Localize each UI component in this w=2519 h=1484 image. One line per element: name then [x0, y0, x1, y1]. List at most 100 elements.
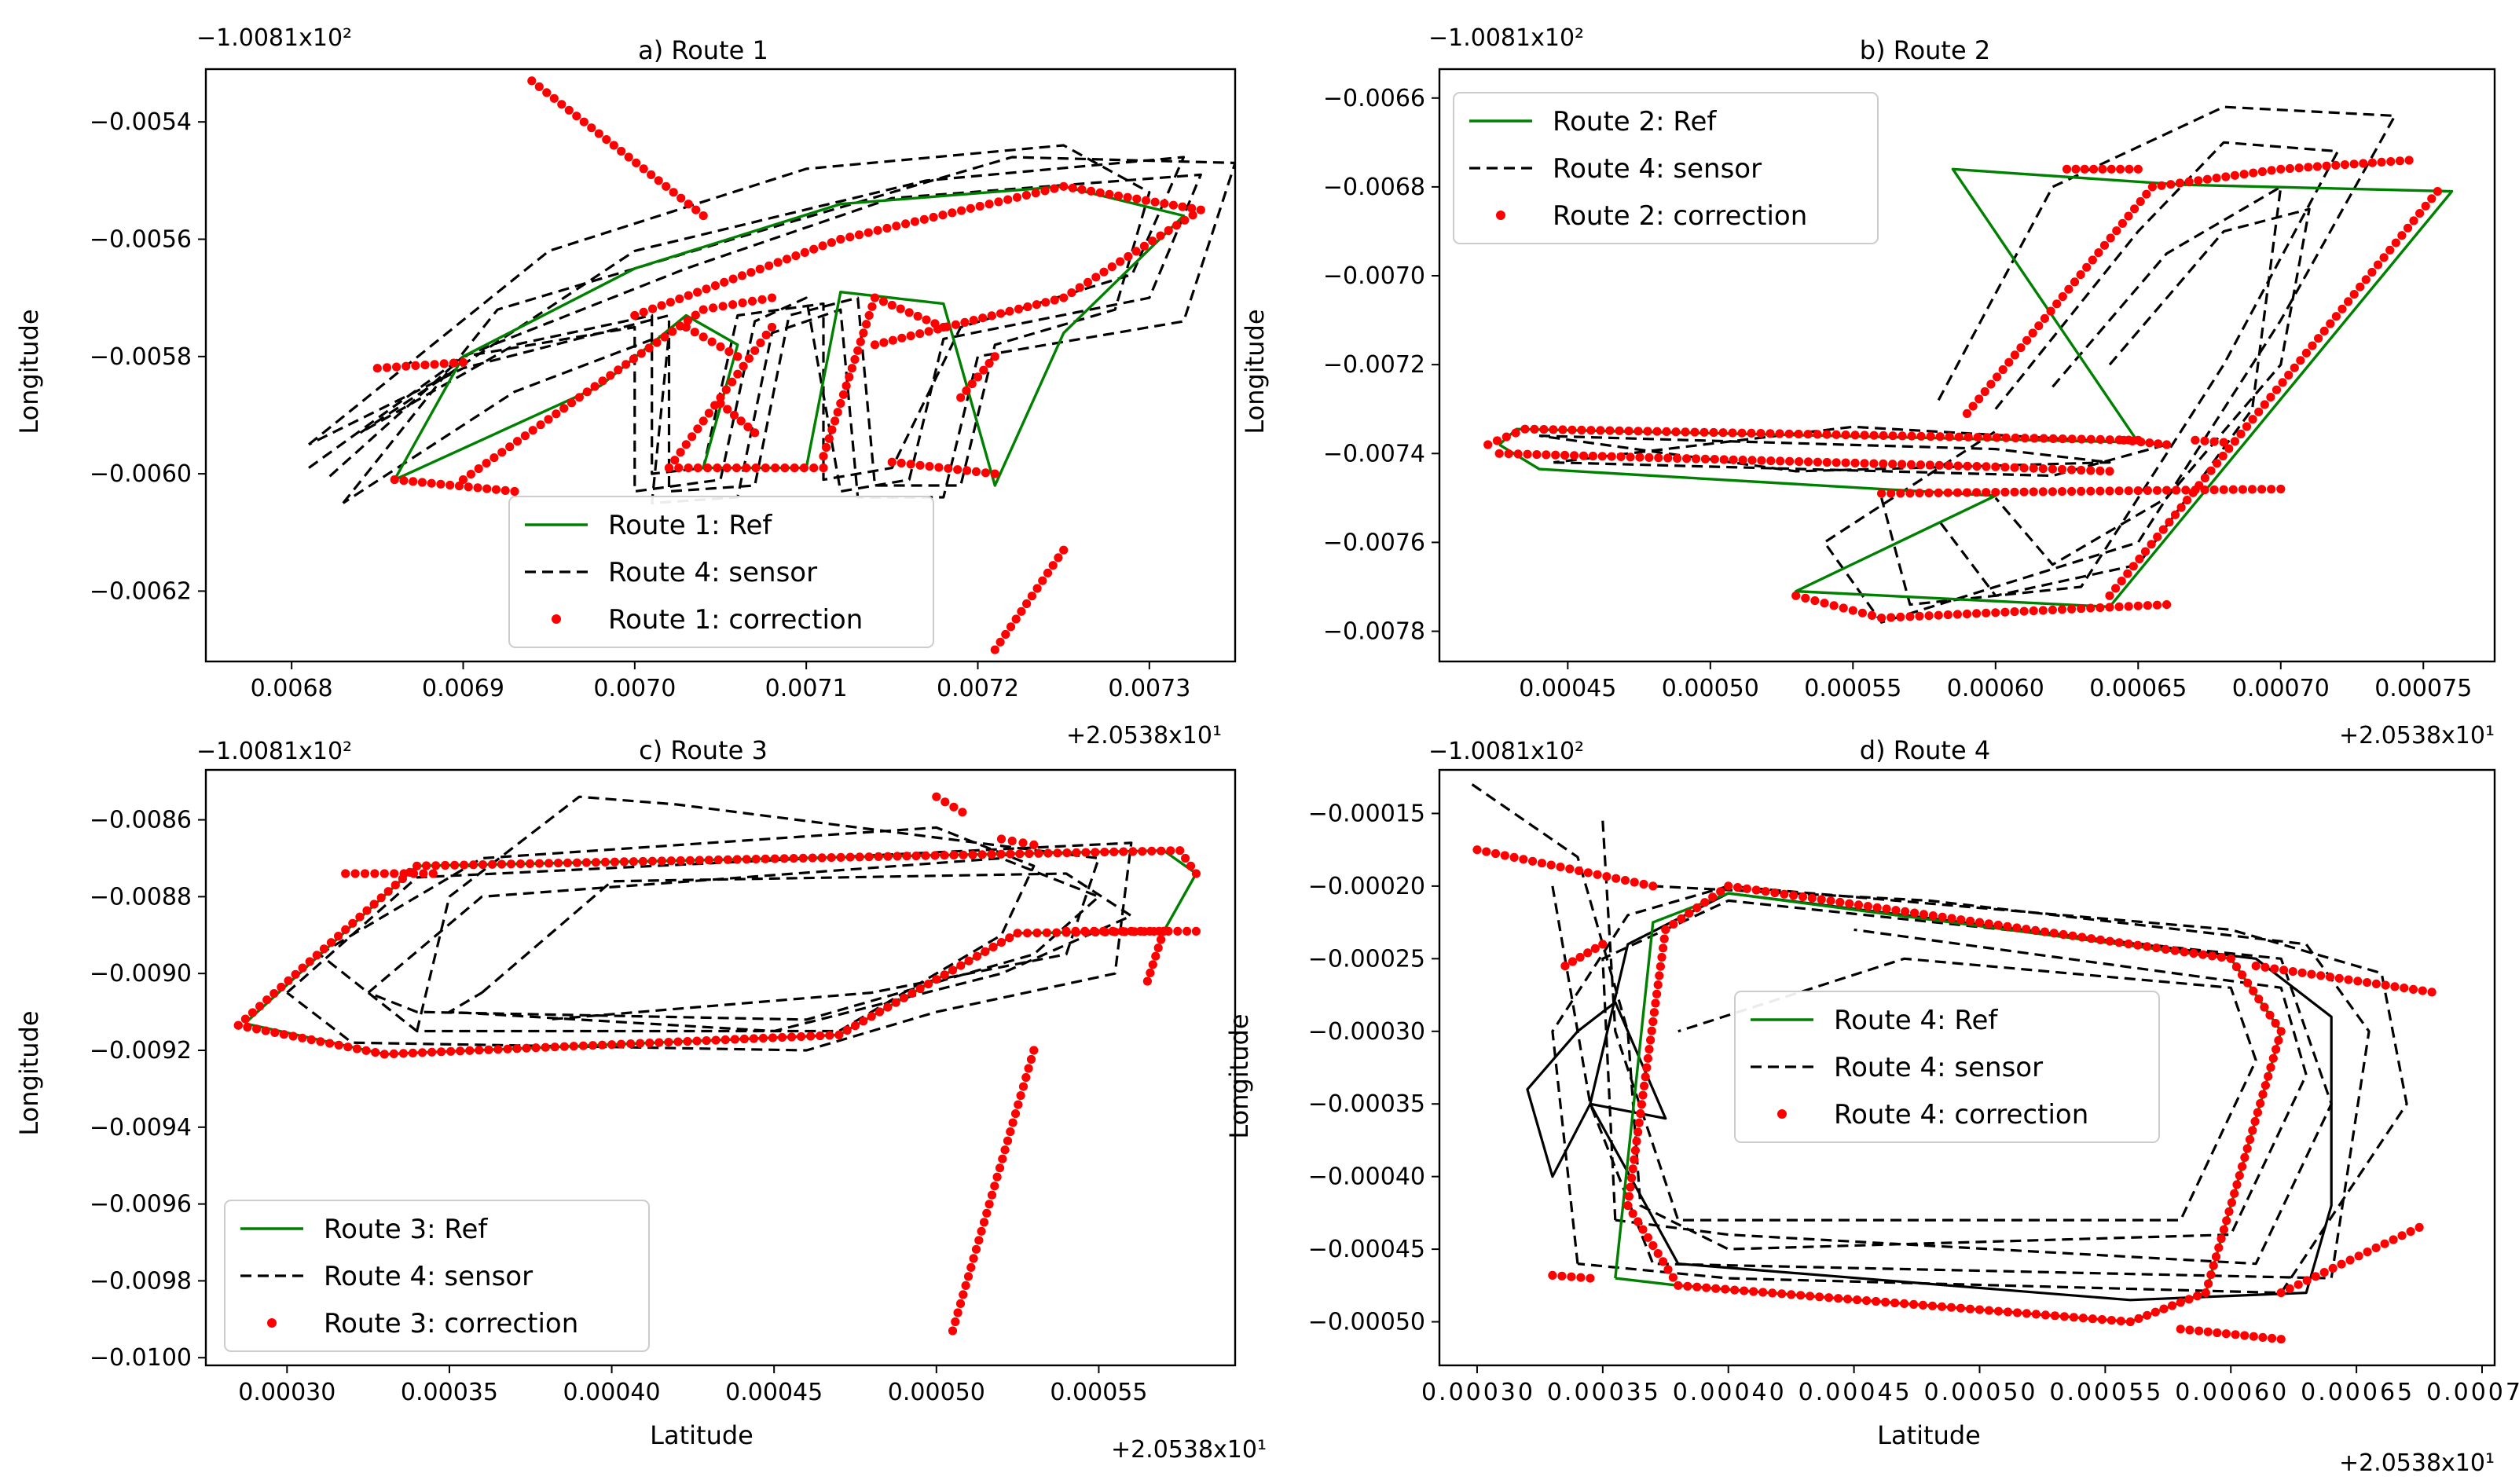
- correction-point: [951, 1317, 960, 1327]
- correction-point: [1632, 1137, 1641, 1146]
- correction-point: [2260, 1002, 2269, 1012]
- correction-point: [972, 951, 982, 961]
- correction-point: [1576, 1273, 1586, 1282]
- correction-point: [1080, 926, 1090, 936]
- correction-point: [799, 464, 808, 473]
- correction-point: [2012, 923, 2022, 933]
- correction-point: [2125, 164, 2134, 174]
- correction-point: [2176, 503, 2186, 512]
- correction-point: [427, 478, 436, 488]
- correction-point: [1175, 846, 1185, 856]
- correction-point: [1500, 851, 1509, 860]
- correction-point: [2114, 486, 2124, 496]
- correction-point: [777, 1032, 787, 1042]
- correction-point: [2285, 1284, 2294, 1293]
- correction-point: [1022, 929, 1032, 938]
- legend-entry-sensor: Route 4: sensor: [1834, 1052, 2043, 1083]
- correction-point: [883, 1002, 893, 1012]
- x-tick-label: 0.00050: [1923, 1379, 2035, 1406]
- correction-point: [1898, 431, 1907, 441]
- correction-point: [1659, 944, 1668, 953]
- correction-point: [2260, 400, 2269, 409]
- legend-box: [224, 1200, 650, 1352]
- correction-point: [940, 970, 949, 980]
- correction-point: [473, 483, 482, 493]
- correction-point: [2096, 434, 2105, 445]
- correction-point: [2403, 223, 2413, 233]
- correction-point: [1952, 610, 1962, 619]
- correction-point: [915, 984, 925, 994]
- correction-point: [698, 416, 708, 426]
- correction-point: [2278, 378, 2287, 387]
- correction-point: [1860, 459, 1869, 468]
- correction-point: [1910, 908, 1920, 918]
- correction-point: [2408, 984, 2418, 994]
- correction-point: [710, 281, 720, 291]
- correction-point: [870, 340, 880, 350]
- correction-point: [770, 854, 779, 863]
- correction-point: [450, 860, 460, 870]
- correction-point: [924, 327, 933, 336]
- correction-point: [550, 1042, 559, 1052]
- correction-point: [969, 316, 978, 325]
- correction-point: [2096, 486, 2105, 496]
- correction-point: [598, 376, 607, 386]
- correction-point: [1928, 911, 1938, 921]
- correction-point: [1549, 425, 1558, 434]
- correction-point: [629, 857, 639, 867]
- correction-point: [2124, 211, 2133, 221]
- correction-point: [1850, 431, 1860, 440]
- correction-point: [1624, 1192, 1634, 1201]
- correction-point: [1173, 926, 1182, 936]
- correction-point: [1602, 872, 1612, 881]
- correction-point: [707, 337, 717, 346]
- correction-point: [2381, 980, 2390, 990]
- correction-point: [971, 1244, 981, 1254]
- correction-point: [750, 428, 760, 438]
- correction-point: [464, 482, 473, 492]
- correction-point: [1187, 203, 1197, 213]
- correction-point: [2152, 600, 2162, 610]
- x-tick-label: 0.00040: [563, 1379, 661, 1406]
- correction-point: [827, 853, 836, 863]
- correction-point: [693, 424, 702, 434]
- correction-point: [527, 76, 537, 86]
- correction-point: [2004, 357, 2014, 367]
- x-tick-label: 0.0070: [593, 675, 676, 702]
- correction-point: [2337, 1259, 2346, 1269]
- correction-point: [1583, 948, 1593, 958]
- correction-point: [2218, 451, 2228, 461]
- correction-point: [897, 333, 907, 343]
- x-axis-label: Latitude: [650, 1420, 754, 1450]
- correction-point: [780, 464, 790, 473]
- correction-point: [341, 869, 350, 878]
- correction-point: [2251, 962, 2260, 971]
- correction-point: [1099, 267, 1109, 277]
- y-tick-label: −0.0068: [1323, 174, 1425, 201]
- correction-point: [981, 947, 990, 956]
- correction-point: [2189, 948, 2198, 958]
- correction-point: [1775, 429, 1784, 438]
- correction-point: [1937, 1302, 1947, 1311]
- correction-point: [939, 322, 948, 332]
- correction-point: [856, 337, 865, 346]
- correction-point: [1711, 1284, 1721, 1293]
- correction-point: [2219, 438, 2228, 447]
- correction-point: [1639, 879, 1648, 889]
- correction-point: [1953, 461, 1963, 471]
- correction-point: [664, 1038, 673, 1047]
- correction-point: [319, 944, 328, 954]
- correction-point: [2296, 356, 2305, 365]
- correction-point: [1822, 430, 1832, 439]
- correction-point: [2011, 433, 2020, 443]
- correction-point: [505, 442, 515, 452]
- correction-point: [1117, 926, 1127, 936]
- correction-point: [716, 398, 725, 409]
- correction-point: [1692, 903, 1702, 913]
- correction-point: [1558, 425, 1568, 434]
- correction-point: [1006, 622, 1016, 632]
- correction-point: [1182, 926, 1192, 936]
- correction-point: [1059, 181, 1069, 191]
- correction-point: [2067, 604, 2077, 614]
- correction-point: [1014, 1100, 1023, 1109]
